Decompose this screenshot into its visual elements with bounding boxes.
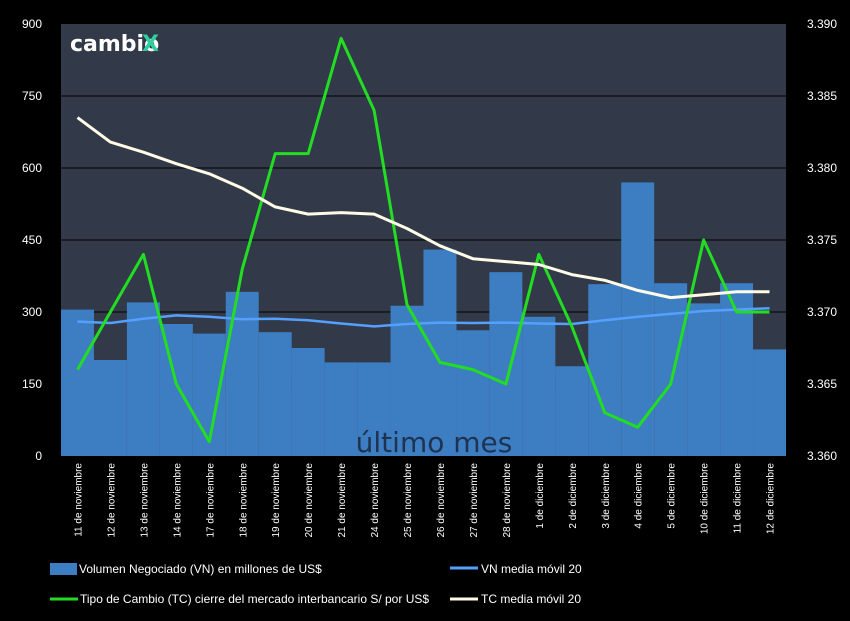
volume-bar — [324, 362, 358, 456]
legend-tc-ma-label: TC media móvil 20 — [481, 592, 581, 606]
y-left-tick-label: 900 — [22, 17, 42, 31]
volume-bar — [687, 303, 721, 456]
x-tick-label: 1 de diciembre — [535, 463, 546, 529]
volume-bar — [357, 362, 391, 456]
volume-bar — [753, 349, 786, 456]
volume-bar — [456, 330, 490, 456]
x-tick-label: 11 de diciembre — [733, 463, 744, 534]
x-tick-label: 21 de noviembre — [337, 463, 348, 538]
volume-bar — [126, 302, 160, 456]
legend-vn-ma-label: VN media móvil 20 — [481, 562, 582, 576]
legend: Volumen Negociado (VN) en millones de US… — [50, 562, 582, 606]
volume-bar — [258, 332, 292, 456]
x-tick-label: 12 de noviembre — [106, 463, 117, 538]
y-axis-right: 3.360 3.365 3.370 3.375 3.380 3.385 3.390 — [807, 17, 837, 463]
volume-bar — [423, 249, 457, 456]
x-tick-label: 14 de noviembre — [172, 463, 183, 538]
y-right-tick-label: 3.365 — [807, 377, 837, 391]
vn-moving-average-line — [77, 306, 770, 328]
x-tick-label: 27 de noviembre — [469, 463, 480, 538]
x-tick-label: 28 de noviembre — [502, 463, 513, 538]
x-tick-label: 11 de noviembre — [73, 463, 84, 537]
x-tick-label: 26 de noviembre — [436, 463, 447, 538]
legend-bars-label: Volumen Negociado (VN) en millones de US… — [79, 562, 322, 576]
y-right-tick-label: 3.360 — [807, 449, 837, 463]
volume-bar — [93, 360, 127, 456]
y-left-tick-label: 600 — [22, 161, 42, 175]
y-left-tick-label: 750 — [22, 89, 42, 103]
legend-bars-swatch — [50, 563, 77, 575]
y-right-tick-label: 3.375 — [807, 233, 837, 247]
bar-series — [61, 182, 786, 456]
volume-bar — [555, 366, 589, 456]
watermark: último mes — [356, 426, 513, 459]
y-left-tick-label: 0 — [35, 449, 42, 463]
x-tick-label: 12 de diciembre — [766, 463, 777, 535]
x-tick-label: 19 de noviembre — [271, 463, 282, 538]
brand-name: cambio — [70, 32, 159, 57]
volume-bar — [291, 348, 325, 456]
x-tick-label: 18 de noviembre — [238, 463, 249, 538]
y-left-tick-label: 150 — [22, 377, 42, 391]
legend-tc-label: Tipo de Cambio (TC) cierre del mercado i… — [80, 592, 429, 606]
volume-bar — [61, 309, 94, 456]
volume-bar — [489, 272, 523, 456]
y-left-tick-label: 300 — [22, 305, 42, 319]
x-tick-label: 25 de noviembre — [403, 463, 414, 538]
x-tick-label: 5 de diciembre — [667, 463, 678, 529]
volume-bar — [522, 316, 556, 456]
volume-bar — [654, 283, 688, 456]
y-axis-left: 0 150 300 450 600 750 900 — [22, 17, 42, 463]
x-tick-label: 17 de noviembre — [205, 463, 216, 538]
x-tick-label: 10 de diciembre — [700, 463, 711, 535]
y-left-tick-label: 450 — [22, 233, 42, 247]
y-right-tick-label: 3.385 — [807, 89, 837, 103]
x-tick-label: 24 de noviembre — [370, 463, 381, 538]
volume-bar — [390, 305, 424, 456]
x-axis: 11 de noviembre 12 de noviembre 13 de novi… — [73, 463, 776, 538]
x-tick-label: 2 de diciembre — [568, 463, 579, 529]
x-tick-label: 4 de diciembre — [634, 463, 645, 529]
line-series — [76, 36, 770, 444]
volume-bar — [225, 291, 259, 456]
x-tick-label: 13 de noviembre — [139, 463, 150, 538]
x-tick-label: 3 de diciembre — [601, 463, 612, 529]
brand-logo: cambio X — [70, 32, 159, 57]
y-right-tick-label: 3.370 — [807, 305, 837, 319]
y-right-tick-label: 3.380 — [807, 161, 837, 175]
brand-mark: X — [142, 32, 159, 57]
volume-bar — [588, 284, 622, 456]
exchange-rate-line — [76, 36, 770, 444]
tc-moving-average-line — [76, 116, 770, 300]
x-tick-label: 20 de noviembre — [304, 463, 315, 538]
y-right-tick-label: 3.390 — [807, 17, 837, 31]
